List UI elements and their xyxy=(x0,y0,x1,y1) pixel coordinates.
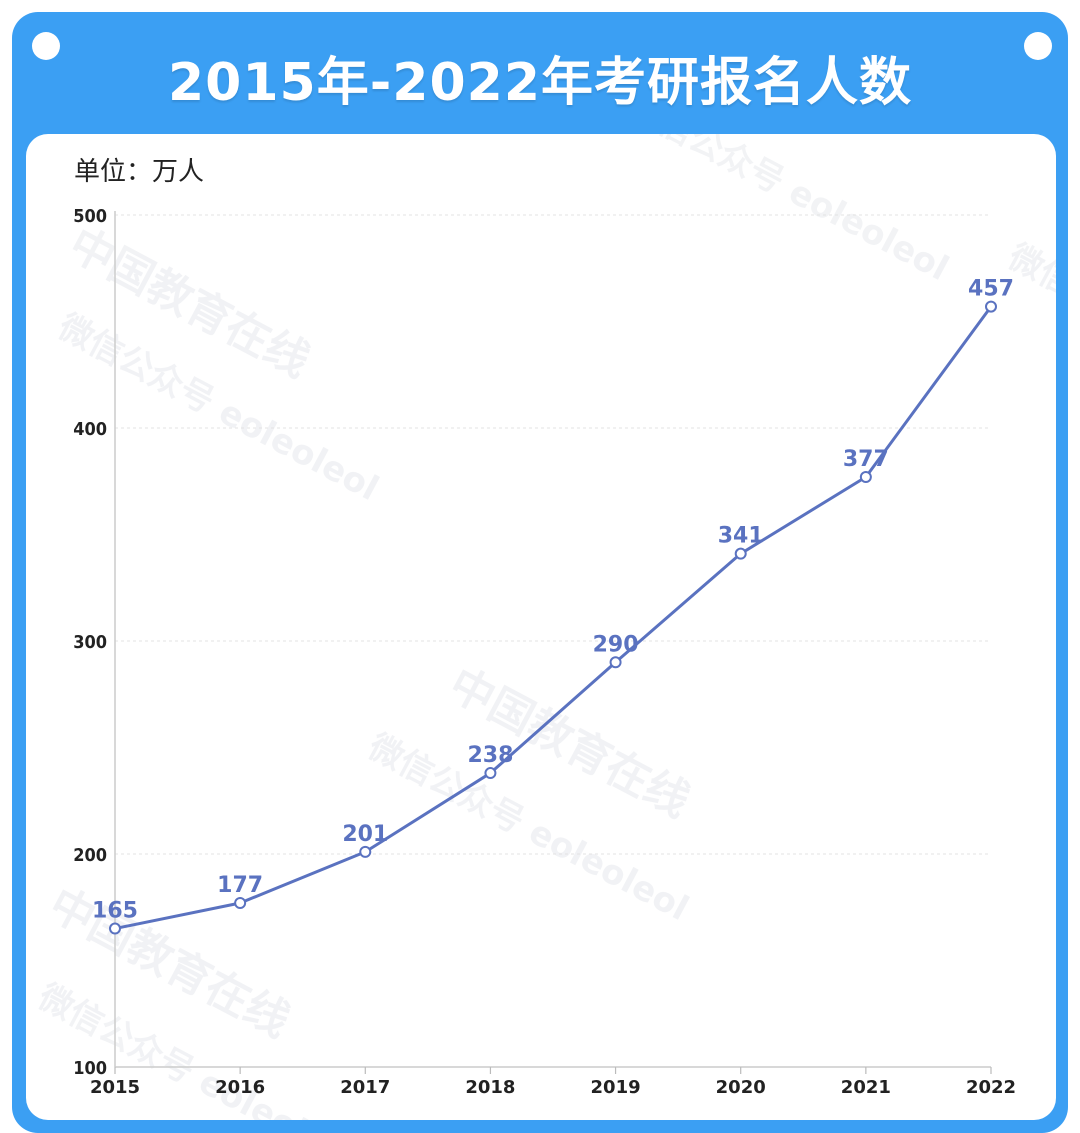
data-label: 341 xyxy=(718,524,764,549)
y-tick-label: 200 xyxy=(73,845,107,866)
data-point xyxy=(109,922,121,935)
corner-dot-left xyxy=(32,32,60,60)
data-label: 457 xyxy=(968,277,1014,302)
data-point xyxy=(985,300,997,313)
data-point xyxy=(609,656,622,669)
y-tick-label: 400 xyxy=(73,419,107,440)
data-label: 238 xyxy=(467,743,513,768)
x-tick-label: 2015 xyxy=(90,1077,140,1098)
data-point xyxy=(359,845,372,858)
data-point xyxy=(734,547,747,560)
data-label: 377 xyxy=(843,447,889,472)
data-label: 165 xyxy=(92,899,138,924)
x-tick-label: 2016 xyxy=(215,1077,265,1098)
y-tick-label: 300 xyxy=(73,632,107,653)
x-tick-label: 2020 xyxy=(716,1077,766,1098)
x-tick-label: 2022 xyxy=(966,1077,1016,1098)
data-label: 290 xyxy=(593,632,639,657)
line-chart: 中国教育在线 微信公众号 eoleoleol 中国教育在线 微信公众号 eole… xyxy=(31,134,1056,1120)
watermark-group: 中国教育在线 微信公众号 eoleoleol 中国教育在线 微信公众号 eole… xyxy=(31,134,1056,1120)
corner-dot-right xyxy=(1024,32,1052,60)
chart-frame: 2015年-2022年考研报名人数 单位：万人 中国教育在线 微信公众号 eol… xyxy=(12,12,1068,1133)
x-tick-label: 2019 xyxy=(591,1077,641,1098)
chart-title: 2015年-2022年考研报名人数 xyxy=(167,53,913,113)
data-point xyxy=(859,470,872,483)
data-point xyxy=(484,767,497,780)
data-label: 177 xyxy=(217,873,263,898)
y-tick-label: 500 xyxy=(73,206,107,227)
data-label: 201 xyxy=(342,822,388,847)
x-tick-label: 2021 xyxy=(841,1077,891,1098)
watermark-mark: 微信公众号 eoleoleol xyxy=(621,134,955,289)
watermark-mark: 微信公众号 eoleoleol xyxy=(1001,236,1056,439)
x-tick-label: 2018 xyxy=(465,1077,515,1098)
unit-label: 单位：万人 xyxy=(74,157,205,187)
x-tick-label: 2017 xyxy=(340,1077,390,1098)
chart-panel: 单位：万人 中国教育在线 微信公众号 eoleoleol 中国教育在线 微信公众… xyxy=(26,134,1056,1120)
series-line xyxy=(114,305,993,931)
data-point xyxy=(234,896,247,909)
y-tick-label: 100 xyxy=(73,1058,107,1079)
